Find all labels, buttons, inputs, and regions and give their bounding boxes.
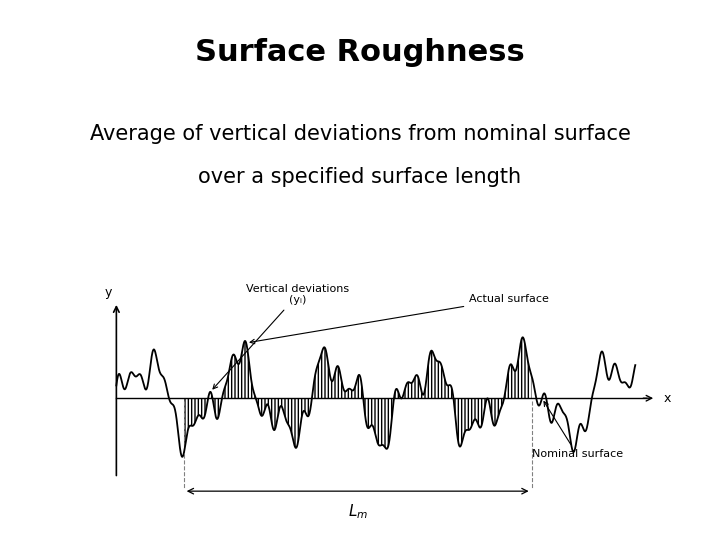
Text: Nominal surface: Nominal surface [531,402,623,460]
Text: over a specified surface length: over a specified surface length [199,167,521,187]
Text: Surface Roughness: Surface Roughness [195,38,525,67]
Text: Vertical deviations
(yᵢ): Vertical deviations (yᵢ) [213,284,349,389]
Text: $L_m$: $L_m$ [348,502,368,521]
Text: Actual surface: Actual surface [250,294,549,344]
Text: y: y [105,286,112,299]
Text: Average of vertical deviations from nominal surface: Average of vertical deviations from nomi… [89,124,631,144]
Text: x: x [664,392,671,404]
